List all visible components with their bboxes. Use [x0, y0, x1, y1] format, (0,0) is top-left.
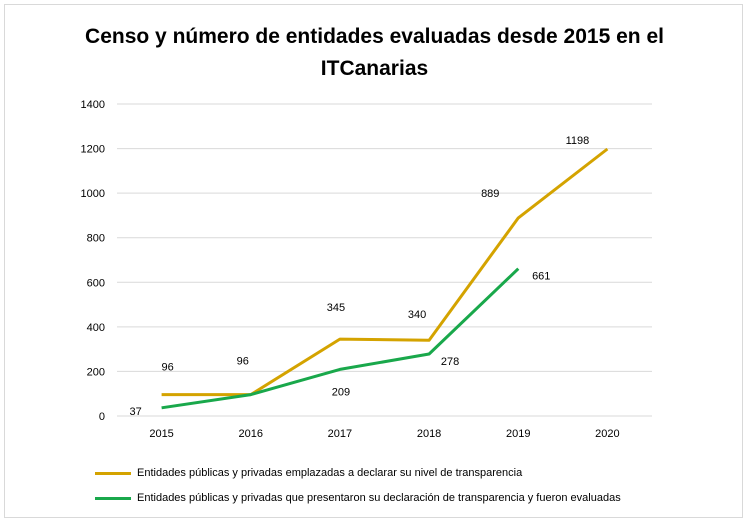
legend-label-series-2: Entidades públicas y privadas que presen… [137, 492, 621, 504]
data-label-series-2: 37 [129, 406, 141, 418]
legend-item-series-1: Entidades públicas y privadas emplazadas… [95, 467, 522, 479]
data-label-series-1: 889 [481, 188, 499, 200]
gridlines [117, 103, 652, 417]
legend-swatch-series-2 [95, 496, 131, 500]
x-tick-label: 2019 [506, 428, 530, 440]
chart-frame: Censo y número de entidades evaluadas de… [4, 4, 743, 518]
data-label-series-2: 209 [332, 386, 350, 398]
data-label-series-1: 1198 [566, 135, 590, 147]
series-line-1 [161, 147, 609, 397]
data-label-series-1: 345 [327, 302, 345, 314]
y-tick-label: 0 [99, 411, 105, 423]
y-tick-label: 200 [87, 366, 105, 378]
data-label-series-2: 278 [441, 356, 459, 368]
y-tick-label: 1200 [81, 144, 105, 156]
x-tick-label: 2018 [417, 428, 441, 440]
chart-title-line2: ITCanarias [320, 57, 429, 80]
y-tick-label: 800 [87, 233, 105, 245]
series-line-2 [161, 267, 520, 410]
y-tick-label: 1000 [81, 188, 105, 200]
y-tick-label: 400 [87, 322, 105, 334]
legend-item-series-2: Entidades públicas y privadas que presen… [95, 492, 621, 504]
legend-label-series-1: Entidades públicas y privadas emplazadas… [137, 467, 523, 479]
y-axis-ticks: 0 200 400 600 800 1000 1200 1400 [81, 99, 105, 423]
x-tick-label: 2016 [239, 428, 263, 440]
data-label-series-1: 96 [237, 356, 249, 368]
data-label-series-1: 340 [408, 309, 426, 321]
x-tick-label: 2015 [149, 428, 173, 440]
chart-title: Censo y número de entidades evaluadas de… [5, 21, 742, 85]
x-tick-label: 2020 [595, 428, 619, 440]
data-label-series-1: 96 [161, 362, 173, 374]
series-lines [161, 147, 609, 410]
data-labels: 96 96 345 340 889 1198 37 209 278 661 [129, 135, 589, 418]
y-tick-label: 600 [87, 277, 105, 289]
x-tick-label: 2017 [328, 428, 352, 440]
y-tick-label: 1400 [81, 99, 105, 111]
legend-swatch-series-1 [95, 471, 131, 475]
chart-title-line1: Censo y número de entidades evaluadas de… [85, 25, 664, 48]
x-axis-ticks: 2015 2016 2017 2018 2019 2020 [149, 428, 619, 440]
data-label-series-2: 661 [532, 271, 550, 283]
